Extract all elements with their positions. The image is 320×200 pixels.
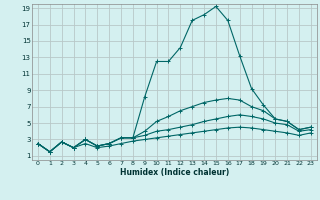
X-axis label: Humidex (Indice chaleur): Humidex (Indice chaleur) [120, 168, 229, 177]
